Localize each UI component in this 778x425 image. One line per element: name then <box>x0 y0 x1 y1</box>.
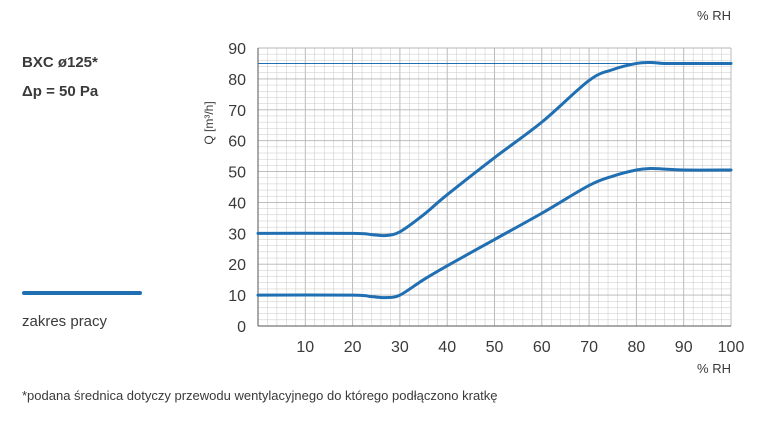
y-tick-label: 50 <box>228 165 246 182</box>
y-tick-label: 10 <box>228 288 246 305</box>
series-line-1 <box>256 60 733 238</box>
legend-label: zakres pracy <box>22 313 108 330</box>
x-tick-label: 30 <box>391 339 409 356</box>
x-tick-label: 90 <box>675 339 693 356</box>
y-tick-label: 70 <box>228 103 246 120</box>
y-tick-label: 60 <box>228 134 246 151</box>
model-name: BXC ø125* <box>22 54 98 71</box>
x-axis-label: % RH <box>697 361 731 376</box>
y-tick-label: 40 <box>228 195 246 212</box>
legend-line-swatch <box>22 291 142 295</box>
x-tick-label: 60 <box>533 339 551 356</box>
x-tick-label: 70 <box>580 339 598 356</box>
y-tick-label: 20 <box>228 257 246 274</box>
series-line-2 <box>256 166 733 300</box>
x-tick-label: 40 <box>438 339 456 356</box>
model-spec: BXC ø125* Δp = 50 Pa <box>22 48 98 106</box>
chart-axes <box>257 48 731 327</box>
y-tick-label: 0 <box>237 319 246 336</box>
y-axis-label: Q [m³/h] <box>202 101 216 144</box>
footnote: *podana średnica dotyczy przewodu wentyl… <box>22 388 498 403</box>
x-tick-label: 100 <box>718 339 745 356</box>
chart-labels: 0 10 20 30 40 50 60 70 80 90 10 20 30 40 50 60 70 80 90 100… <box>202 8 744 376</box>
x-axis-label-top: % RH <box>697 8 731 23</box>
y-tick-label: 30 <box>228 226 246 243</box>
x-tick-label: 20 <box>344 339 362 356</box>
y-tick-label: 80 <box>228 72 246 89</box>
chart-series <box>256 60 733 300</box>
x-tick-label: 80 <box>628 339 646 356</box>
x-tick-label: 10 <box>296 339 314 356</box>
y-tick-label: 90 <box>228 41 246 58</box>
chart-grid <box>257 47 732 327</box>
pressure-value: Δp = 50 Pa <box>22 83 99 100</box>
x-tick-label: 50 <box>486 339 504 356</box>
